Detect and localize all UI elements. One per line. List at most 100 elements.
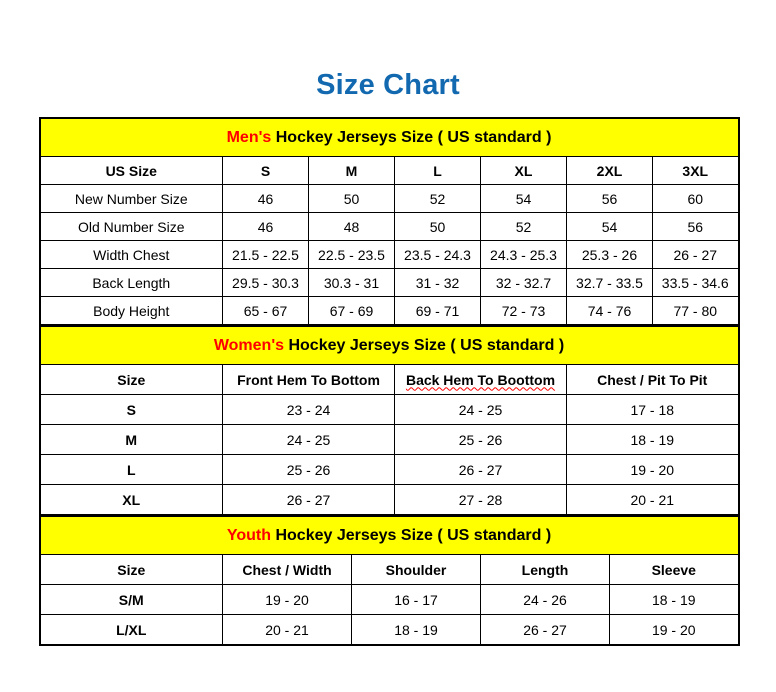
mens-row-0-val-4: 56: [566, 184, 653, 213]
youth-header-prefix: Youth: [226, 526, 272, 544]
table-row: Old Number Size 46 48 50 52 54 56: [39, 212, 740, 241]
mens-row-2-val-5: 26 - 27: [651, 240, 740, 269]
mens-row-3-val-1: 30.3 - 31: [308, 268, 395, 297]
womens-row-3-label: XL: [39, 484, 223, 515]
mens-header-prefix: Men's: [226, 128, 272, 146]
womens-row-3-val-0: 26 - 27: [222, 484, 395, 515]
mens-row-2-label: Width Chest: [39, 240, 223, 269]
womens-row-1-val-2: 18 - 19: [566, 424, 739, 455]
table-row: New Number Size 46 50 52 54 56 60: [39, 184, 740, 213]
womens-row-3-val-1: 27 - 28: [394, 484, 567, 515]
womens-col-header-2: Back Hem To Boottom: [394, 364, 567, 395]
womens-row-2-val-2: 19 - 20: [566, 454, 739, 485]
youth-row-0-val-1: 16 - 17: [351, 584, 481, 615]
mens-row-4-val-4: 74 - 76: [566, 296, 653, 325]
youth-section-header: Youth Hockey Jerseys Size ( US standard …: [39, 516, 739, 555]
youth-section-header-cell: Youth Hockey Jerseys Size ( US standard …: [39, 516, 739, 555]
mens-row-0-val-0: 46: [222, 184, 309, 213]
mens-row-0-val-2: 52: [394, 184, 481, 213]
youth-row-0-label: S/M: [39, 584, 223, 615]
mens-col-header-3: L: [394, 156, 481, 185]
mens-col-header-1: S: [222, 156, 309, 185]
mens-row-3-val-4: 32.7 - 33.5: [566, 268, 653, 297]
mens-row-3-label: Back Length: [39, 268, 223, 297]
womens-row-1-val-0: 24 - 25: [222, 424, 395, 455]
mens-row-3-val-3: 32 - 32.7: [480, 268, 567, 297]
table-row: M 24 - 25 25 - 26 18 - 19: [39, 424, 739, 455]
youth-row-1-label: L/XL: [39, 614, 223, 646]
youth-col-header-4: Sleeve: [608, 554, 740, 585]
table-row: S/M 19 - 20 16 - 17 24 - 26 18 - 19: [39, 584, 740, 615]
table-row: L/XL 20 - 21 18 - 19 26 - 27 19 - 20: [39, 614, 740, 646]
youth-row-1-val-1: 18 - 19: [351, 614, 481, 646]
womens-size-table: Women's Hockey Jerseys Size ( US standar…: [38, 325, 740, 515]
mens-row-3-val-0: 29.5 - 30.3: [222, 268, 309, 297]
youth-row-0-val-3: 18 - 19: [608, 584, 740, 615]
mens-row-1-val-2: 50: [394, 212, 481, 241]
table-row: S 23 - 24 24 - 25 17 - 18: [39, 394, 739, 425]
page-title: Size Chart: [316, 69, 460, 101]
mens-row-1-val-0: 46: [222, 212, 309, 241]
womens-col-header-3: Chest / Pit To Pit: [566, 364, 739, 395]
womens-row-3-val-2: 20 - 21: [566, 484, 739, 515]
mens-row-3-val-2: 31 - 32: [394, 268, 481, 297]
mens-header-rest: Hockey Jerseys Size ( US standard ): [271, 128, 552, 146]
mens-row-4-val-2: 69 - 71: [394, 296, 481, 325]
mens-row-2-val-4: 25.3 - 26: [566, 240, 653, 269]
mens-row-1-label: Old Number Size: [39, 212, 223, 241]
youth-header-rest: Hockey Jerseys Size ( US standard ): [271, 526, 552, 544]
table-row: XL 26 - 27 27 - 28 20 - 21: [39, 484, 739, 515]
womens-row-1-val-1: 25 - 26: [394, 424, 567, 455]
mens-col-header-0: US Size: [39, 156, 223, 185]
youth-col-header-2: Shoulder: [351, 554, 481, 585]
youth-col-header-3: Length: [480, 554, 610, 585]
mens-column-header-row: US Size S M L XL 2XL 3XL: [39, 156, 740, 185]
womens-col-header-0: Size: [39, 364, 223, 395]
mens-row-4-val-3: 72 - 73: [480, 296, 567, 325]
youth-row-1-val-3: 19 - 20: [608, 614, 740, 646]
womens-row-2-label: L: [39, 454, 223, 485]
womens-row-0-val-1: 24 - 25: [394, 394, 567, 425]
table-row: Width Chest 21.5 - 22.5 22.5 - 23.5 23.5…: [39, 240, 740, 269]
mens-section-header: Men's Hockey Jerseys Size ( US standard …: [39, 118, 739, 157]
mens-row-2-val-1: 22.5 - 23.5: [308, 240, 395, 269]
mens-row-4-label: Body Height: [39, 296, 223, 325]
mens-row-2-val-3: 24.3 - 25.3: [480, 240, 567, 269]
youth-row-1-val-2: 26 - 27: [480, 614, 610, 646]
womens-row-1-label: M: [39, 424, 223, 455]
mens-col-header-2: M: [308, 156, 395, 185]
womens-col-header-2-text: Back Hem To Boottom: [405, 371, 556, 388]
womens-row-2-val-0: 25 - 26: [222, 454, 395, 485]
mens-col-header-4: XL: [480, 156, 567, 185]
mens-row-0-label: New Number Size: [39, 184, 223, 213]
table-row: Back Length 29.5 - 30.3 30.3 - 31 31 - 3…: [39, 268, 740, 297]
mens-row-3-val-5: 33.5 - 34.6: [651, 268, 740, 297]
womens-col-header-1: Front Hem To Bottom: [222, 364, 395, 395]
womens-row-2-val-1: 26 - 27: [394, 454, 567, 485]
table-row: L 25 - 26 26 - 27 19 - 20: [39, 454, 739, 485]
mens-section-header-cell: Men's Hockey Jerseys Size ( US standard …: [39, 118, 739, 157]
youth-row-0-val-2: 24 - 26: [480, 584, 610, 615]
table-row: Body Height 65 - 67 67 - 69 69 - 71 72 -…: [39, 296, 740, 325]
mens-row-0-val-1: 50: [308, 184, 395, 213]
womens-header-rest: Hockey Jerseys Size ( US standard ): [284, 336, 565, 354]
youth-col-header-0: Size: [39, 554, 223, 585]
mens-col-header-6: 3XL: [651, 156, 740, 185]
youth-row-1-val-0: 20 - 21: [222, 614, 352, 646]
size-chart-container: Men's Hockey Jerseys Size ( US standard …: [38, 117, 740, 646]
youth-col-header-1: Chest / Width: [222, 554, 352, 585]
womens-section-header: Women's Hockey Jerseys Size ( US standar…: [39, 326, 739, 365]
youth-row-0-val-0: 19 - 20: [222, 584, 352, 615]
womens-row-0-val-2: 17 - 18: [566, 394, 739, 425]
mens-row-0-val-3: 54: [480, 184, 567, 213]
mens-row-0-val-5: 60: [651, 184, 740, 213]
mens-row-4-val-1: 67 - 69: [308, 296, 395, 325]
mens-row-2-val-0: 21.5 - 22.5: [222, 240, 309, 269]
mens-row-1-val-4: 54: [566, 212, 653, 241]
mens-row-2-val-2: 23.5 - 24.3: [394, 240, 481, 269]
womens-section-header-cell: Women's Hockey Jerseys Size ( US standar…: [39, 326, 739, 365]
womens-header-prefix: Women's: [213, 336, 285, 354]
mens-row-1-val-1: 48: [308, 212, 395, 241]
mens-row-1-val-5: 56: [651, 212, 740, 241]
mens-row-4-val-5: 77 - 80: [651, 296, 740, 325]
